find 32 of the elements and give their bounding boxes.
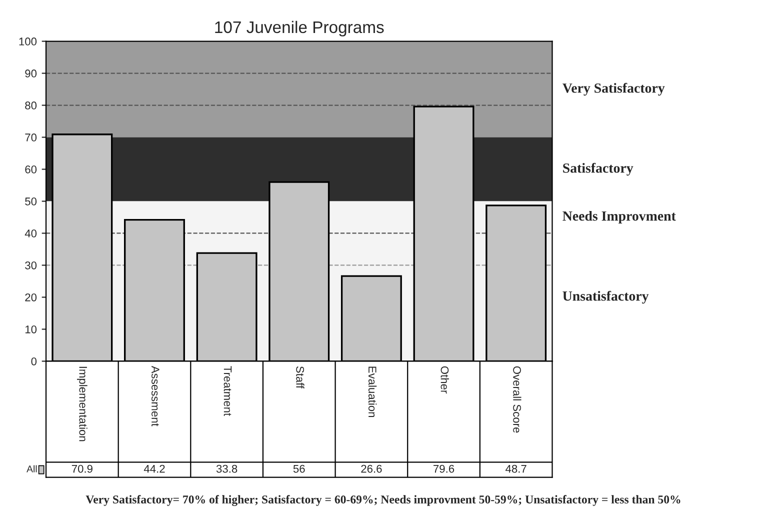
x-tick-label: Staff: [296, 366, 304, 389]
x-tick-label: Implementation: [77, 366, 88, 442]
text: Very Satisfactory= 70% of higher; Satisfactory = 60-69%; Needs improvment 50-59%; Unsatisfactory = less than 50%: [86, 495, 680, 506]
band-label: Satisfactory: [563, 162, 634, 176]
legend-label: All: [26, 465, 37, 472]
data-label: 26.6: [361, 464, 382, 473]
y-tick-label: 10: [25, 325, 37, 334]
y-tick-label: 70: [25, 134, 37, 142]
y-tick-label: 90: [25, 70, 37, 78]
data-label: 79.6: [434, 464, 454, 473]
x-tick-label: Assessment: [152, 366, 160, 426]
y-tick-label: 100: [19, 38, 37, 46]
band-label: Very Satisfactory: [562, 82, 665, 96]
chart-title: 107 Juvenile Programs: [215, 20, 384, 36]
data-label: 33.8: [216, 464, 238, 473]
x-tick-label: Treatment: [224, 366, 232, 416]
x-tick-label: Overall Score: [513, 366, 522, 433]
data-label: 56: [293, 464, 305, 473]
data-label: 70.9: [72, 464, 92, 473]
x-tick-label: Evaluation: [368, 366, 377, 418]
data-label: 44.2: [144, 464, 165, 473]
band-label: Needs Improvment: [562, 210, 676, 224]
y-tick-label: 80: [25, 102, 37, 110]
y-tick-label: 0: [31, 357, 37, 366]
x-tick-label: Other: [440, 366, 449, 394]
data-label: 48.7: [506, 464, 526, 473]
band-label: Unsatisfactory: [562, 290, 649, 304]
y-tick-label: 20: [25, 293, 37, 302]
y-tick-label: 30: [25, 261, 37, 270]
y-tick-label: 40: [24, 230, 37, 238]
y-tick-label: 60: [25, 166, 37, 174]
y-tick-label: 50: [25, 198, 37, 206]
